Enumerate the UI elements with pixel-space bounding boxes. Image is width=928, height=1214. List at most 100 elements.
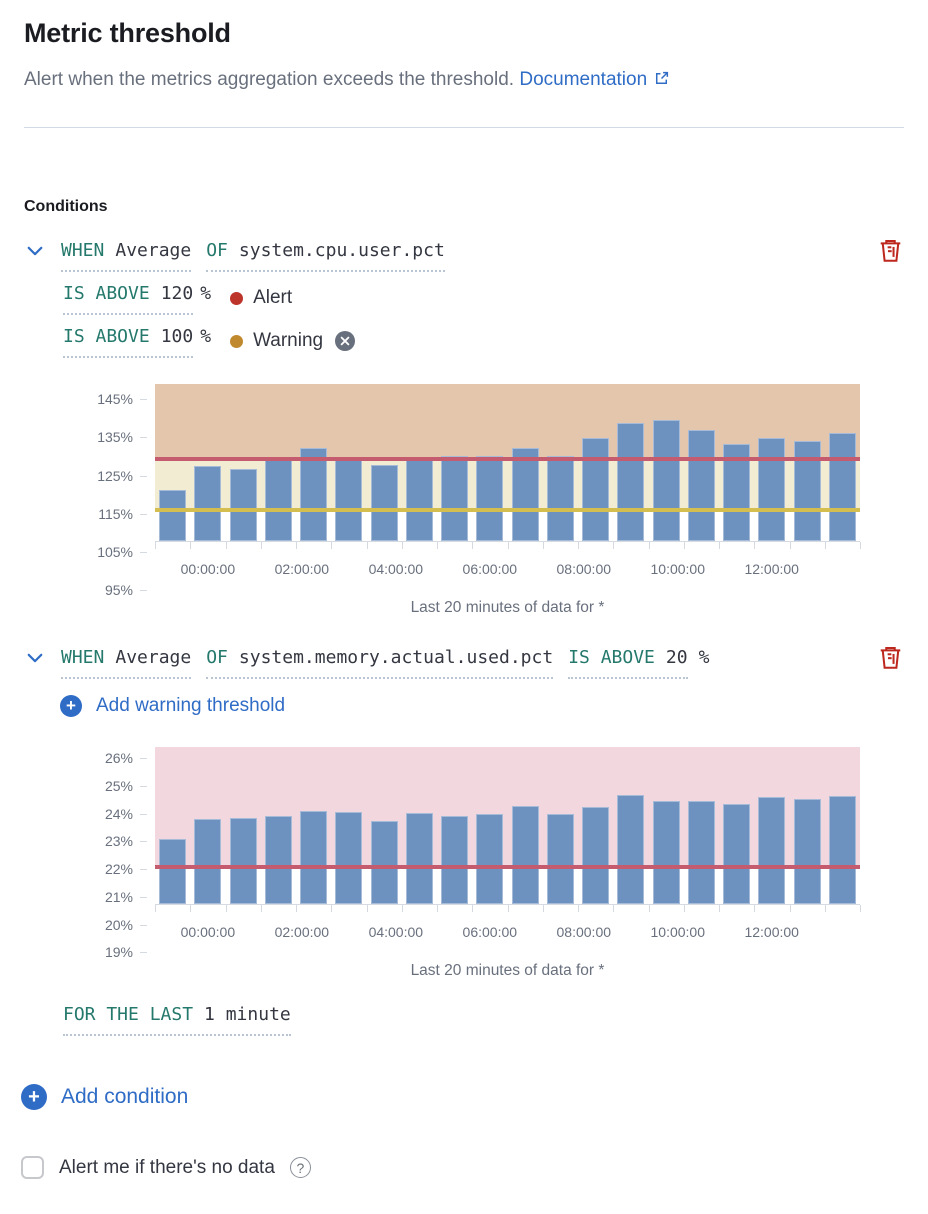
- bar: [229, 468, 257, 541]
- alert-severity: Alert: [230, 287, 292, 309]
- x-tick-mark: [789, 905, 791, 912]
- x-tick-mark: [472, 905, 474, 912]
- no-data-checkbox[interactable]: [21, 1156, 44, 1179]
- delete-condition-icon[interactable]: [876, 238, 904, 266]
- help-icon[interactable]: ?: [289, 1157, 311, 1178]
- x-tick-label: 00:00:00: [180, 561, 236, 577]
- alert-unit: %: [698, 647, 710, 668]
- add-condition-button[interactable]: + Add condition: [21, 1084, 188, 1110]
- no-data-label[interactable]: Alert me if there's no data: [59, 1156, 275, 1178]
- bar: [194, 466, 222, 541]
- alert-threshold-expression[interactable]: IS ABOVE 20: [568, 645, 688, 679]
- when-aggregation-expression[interactable]: WHEN Average: [61, 238, 192, 272]
- x-tick-mark: [507, 542, 509, 549]
- warning-threshold-expression[interactable]: IS ABOVE 100: [63, 324, 194, 358]
- x-tick-mark: [155, 905, 156, 912]
- conditions-heading: Conditions: [24, 198, 108, 215]
- bar: [546, 814, 574, 904]
- y-tick-mark: [140, 399, 147, 401]
- x-tick-label: 00:00:00: [180, 924, 236, 940]
- bar: [687, 430, 715, 541]
- y-tick-label: 145%: [97, 391, 133, 408]
- y-tick-label: 19%: [104, 944, 133, 961]
- cpu-chart-plot: [155, 384, 860, 542]
- x-tick-mark: [648, 542, 650, 549]
- for-the-last-expression[interactable]: FOR THE LAST 1 minute: [63, 1002, 291, 1036]
- x-tick-mark: [613, 542, 615, 549]
- documentation-link[interactable]: Documentation: [519, 69, 670, 90]
- x-tick-label: 02:00:00: [274, 924, 330, 940]
- chevron-down-icon[interactable]: [24, 648, 46, 670]
- subtitle-text: Alert when the metrics aggregation excee…: [24, 69, 515, 90]
- x-tick-mark: [401, 905, 403, 912]
- x-tick-mark: [225, 905, 227, 912]
- bar: [546, 456, 574, 541]
- bar: [758, 797, 786, 904]
- bar: [687, 801, 715, 904]
- y-tick-mark: [140, 758, 147, 760]
- bar: [370, 465, 398, 541]
- bar: [300, 448, 328, 541]
- condition-1-row: WHEN Average OF system.cpu.user.pct: [24, 238, 904, 272]
- x-tick-mark: [683, 905, 685, 912]
- of-metric-expression[interactable]: OF system.memory.actual.used.pct: [206, 645, 554, 679]
- bar: [582, 438, 610, 541]
- cpu-preview-chart: 145% 135% 125% 115% 105% 95% 00:00:00 02:00:00…: [24, 384, 861, 617]
- chevron-down-icon[interactable]: [24, 241, 46, 263]
- x-tick-mark: [331, 542, 333, 549]
- x-tick-mark: [683, 542, 685, 549]
- delete-condition-icon[interactable]: [876, 645, 904, 673]
- threshold-region: [155, 458, 860, 511]
- bar: [476, 814, 504, 904]
- page-title: Metric threshold: [24, 18, 231, 48]
- bar: [723, 804, 751, 904]
- bar: [652, 420, 680, 541]
- x-tick-mark: [260, 905, 262, 912]
- bar: [405, 458, 433, 541]
- bar: [335, 457, 363, 541]
- x-tick-mark: [824, 905, 826, 912]
- x-tick-mark: [437, 542, 438, 549]
- bar: [511, 448, 539, 541]
- y-tick-label: 22%: [104, 861, 133, 878]
- threshold-region: [155, 384, 860, 459]
- bar: [264, 457, 292, 541]
- y-tick-label: 25%: [104, 777, 133, 794]
- x-tick-mark: [578, 542, 579, 549]
- y-tick-label: 105%: [97, 544, 133, 561]
- bar: [617, 422, 645, 541]
- when-aggregation-expression[interactable]: WHEN Average: [61, 645, 192, 679]
- section-divider: [24, 127, 904, 128]
- plus-circle-icon: +: [60, 695, 82, 717]
- no-data-row: Alert me if there's no data ?: [21, 1156, 904, 1179]
- of-metric-expression[interactable]: OF system.cpu.user.pct: [206, 238, 445, 272]
- bar: [441, 456, 469, 541]
- bar: [441, 816, 469, 904]
- add-warning-threshold-button[interactable]: + Add warning threshold: [60, 695, 285, 717]
- bar: [159, 838, 187, 904]
- x-tick-label: 12:00:00: [744, 561, 799, 577]
- memory-chart-caption: Last 20 minutes of data for *: [410, 962, 605, 979]
- x-tick-label: 08:00:00: [556, 561, 612, 577]
- x-tick-mark: [225, 542, 227, 549]
- bar: [300, 810, 328, 904]
- cpu-chart-y-axis: 145% 135% 125% 115% 105% 95%: [24, 384, 155, 617]
- cpu-chart-x-ticks: [155, 542, 861, 549]
- x-tick-mark: [754, 905, 756, 912]
- threshold-line: [155, 508, 860, 513]
- x-tick-mark: [260, 542, 262, 549]
- plus-circle-icon: +: [21, 1084, 47, 1110]
- x-tick-mark: [824, 542, 826, 549]
- y-tick-label: 135%: [97, 429, 133, 446]
- bar: [476, 456, 504, 541]
- x-tick-mark: [190, 905, 192, 912]
- x-tick-mark: [789, 542, 791, 549]
- x-tick-label: 06:00:00: [462, 561, 518, 577]
- x-tick-mark: [296, 542, 297, 549]
- y-tick-mark: [140, 785, 147, 787]
- bar: [194, 818, 222, 904]
- x-tick-label: 06:00:00: [462, 924, 518, 940]
- remove-warning-icon[interactable]: [335, 331, 356, 351]
- bar: [758, 438, 786, 541]
- alert-threshold-expression[interactable]: IS ABOVE 120: [63, 281, 194, 315]
